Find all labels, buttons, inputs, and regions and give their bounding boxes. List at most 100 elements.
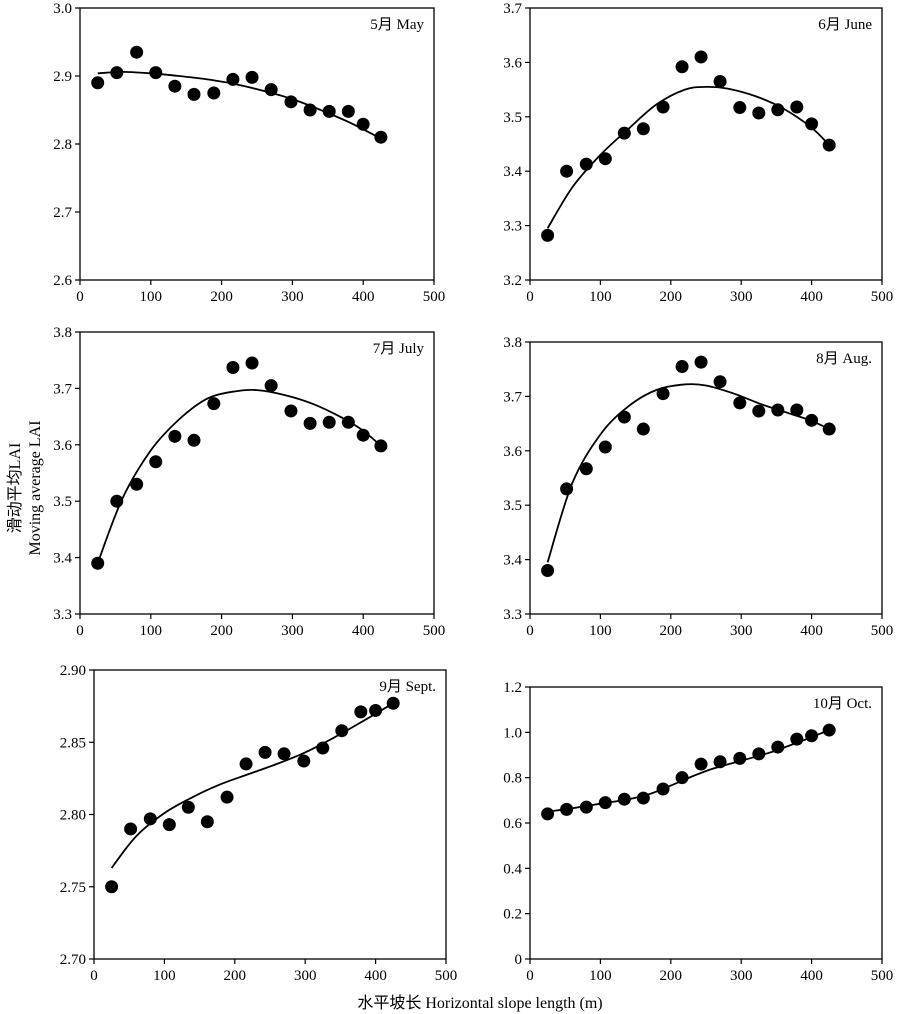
data-point	[277, 747, 291, 761]
data-point	[354, 705, 368, 719]
y-tick-label: 2.7	[53, 205, 72, 221]
data-point	[130, 477, 144, 491]
data-point	[149, 66, 163, 80]
month-label: 5月 May	[370, 17, 424, 33]
data-point	[733, 396, 747, 410]
x-tick-label: 300	[730, 289, 753, 305]
data-point	[264, 83, 278, 97]
data-point	[124, 822, 138, 836]
x-tick-label: 400	[800, 623, 823, 639]
x-tick-label: 300	[281, 289, 304, 305]
x-tick-label: 500	[435, 968, 458, 984]
y-tick-label: 2.9	[53, 69, 72, 85]
data-point	[105, 880, 119, 894]
y-axis-label-cn-group: 滑动平均LAI	[6, 443, 24, 534]
y-tick-label: 3.3	[503, 607, 522, 623]
data-point	[560, 482, 574, 496]
x-tick-label: 0	[76, 289, 84, 305]
x-tick-label: 200	[660, 289, 683, 305]
y-tick-label: 3.8	[53, 325, 72, 341]
y-axis-label-en-group: Moving average LAI	[27, 420, 44, 555]
y-tick-label: 2.8	[53, 137, 72, 153]
data-point	[143, 812, 157, 826]
data-point	[284, 404, 298, 418]
data-point	[386, 696, 400, 710]
x-tick-label: 200	[660, 623, 683, 639]
data-point	[541, 228, 555, 242]
data-point	[168, 79, 182, 93]
y-tick-label: 2.75	[60, 880, 86, 896]
data-point	[656, 387, 670, 401]
trend-line	[546, 383, 830, 563]
panel-1: 0 100 200 300 400 500 2.6 2.7 2.8 2.9 3.0 5月 May	[53, 1, 445, 305]
data-point	[110, 66, 124, 80]
data-point	[617, 410, 631, 424]
y-tick-label: 0.2	[503, 907, 522, 923]
x-tick-label: 100	[589, 289, 612, 305]
month-label: 10月 Oct.	[813, 696, 872, 712]
data-point	[560, 802, 574, 816]
y-axis-label-en: Moving average LAI	[27, 420, 44, 555]
data-point	[207, 397, 221, 411]
panel-2: 0 100 200 300 400 500 3.2 3.3 3.4 3.5 3.6 3.7 6月 Jun…	[503, 1, 893, 305]
data-point	[598, 152, 612, 166]
y-tick-label: 3.0	[53, 1, 72, 17]
x-tick-label: 400	[800, 968, 823, 984]
x-tick-label: 300	[730, 968, 753, 984]
x-tick-label: 500	[871, 623, 894, 639]
data-point	[335, 724, 349, 738]
data-point	[822, 723, 836, 737]
data-point	[771, 740, 785, 754]
data-point	[149, 455, 163, 469]
data-point	[541, 563, 555, 577]
data-point	[356, 428, 370, 442]
data-point	[91, 556, 105, 570]
data-point	[579, 157, 593, 171]
data-point	[713, 375, 727, 389]
data-point	[579, 800, 593, 814]
data-point	[226, 361, 240, 375]
x-tick-label: 500	[871, 289, 894, 305]
data-point	[822, 138, 836, 152]
data-point	[713, 755, 727, 769]
y-tick-label: 3.5	[53, 494, 72, 510]
panel-5: 0 100 200 300 400 500 2.70 2.75 2.80 2.85 2.90 9月 S…	[60, 663, 458, 984]
data-point	[560, 164, 574, 178]
y-tick-label: 3.3	[53, 607, 72, 623]
data-point	[187, 87, 201, 101]
x-tick-label: 200	[210, 623, 233, 639]
x-tick-label: 500	[871, 968, 894, 984]
data-point	[181, 800, 195, 814]
data-point	[284, 95, 298, 109]
y-tick-label: 3.7	[503, 1, 522, 17]
y-tick-label: 0.8	[503, 771, 522, 787]
x-tick-label: 300	[730, 623, 753, 639]
y-axis-label-cn: 滑动平均LAI	[6, 443, 24, 534]
x-tick-label: 0	[526, 289, 534, 305]
plot-frame	[79, 331, 435, 615]
x-tick-label: 0	[90, 968, 98, 984]
x-tick-label: 300	[294, 968, 317, 984]
data-point	[356, 117, 370, 131]
x-tick-label: 0	[76, 623, 84, 639]
plot-frame	[529, 7, 883, 281]
data-point	[805, 117, 819, 131]
y-tick-label: 3.6	[53, 438, 72, 454]
data-point	[771, 403, 785, 417]
data-point	[245, 356, 259, 370]
data-point	[341, 415, 355, 429]
y-tick-label: 0.4	[503, 861, 522, 877]
data-point	[541, 807, 555, 821]
data-point	[162, 818, 176, 832]
month-label: 9月 Sept.	[379, 679, 436, 695]
data-point	[656, 782, 670, 796]
y-tick-label: 3.4	[53, 551, 72, 567]
data-point	[187, 433, 201, 447]
plot-frame	[529, 341, 883, 615]
data-point	[297, 754, 311, 768]
data-point	[617, 792, 631, 806]
data-point	[752, 106, 766, 120]
y-tick-label: 0.6	[503, 816, 522, 832]
trend-line	[110, 702, 394, 869]
x-tick-label: 0	[526, 623, 534, 639]
